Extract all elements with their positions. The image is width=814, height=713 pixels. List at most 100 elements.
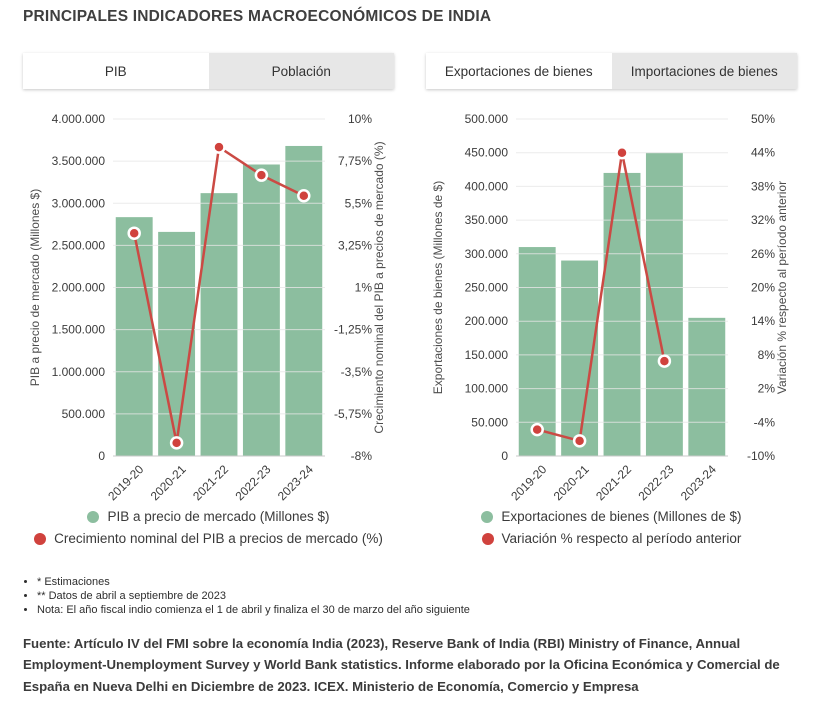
line-marker bbox=[615, 145, 629, 160]
right-axis-tick: 20% bbox=[751, 281, 775, 295]
right-axis-tick: -1,25% bbox=[334, 323, 372, 337]
legend-item-exportaciones-bars[interactable]: Exportaciones de bienes (Millones de $) bbox=[481, 509, 742, 524]
left-axis-tick: 250.000 bbox=[465, 281, 509, 295]
tabbar-comercio: Exportaciones de bienes Importaciones de… bbox=[426, 53, 797, 89]
right-axis-tick: 14% bbox=[751, 314, 775, 328]
x-axis-label: 2021-22 bbox=[190, 462, 231, 503]
panel-pib: PIB Población 4.000.000 3.500.000 3.000.00… bbox=[23, 53, 394, 546]
tab-exportaciones[interactable]: Exportaciones de bienes bbox=[426, 53, 612, 89]
right-axis-tick: 10% bbox=[348, 112, 372, 126]
left-axis-tick: 1.500.000 bbox=[52, 323, 106, 337]
bar-2022-23 bbox=[645, 152, 683, 456]
right-axis-tick: -8% bbox=[351, 449, 373, 463]
left-axis-tick: 150.000 bbox=[465, 348, 509, 362]
left-axis-tick: 200.000 bbox=[465, 314, 509, 328]
right-axis-tick: -5,75% bbox=[334, 407, 372, 421]
line-marker bbox=[297, 189, 311, 203]
legend-label: Exportaciones de bienes (Millones de $) bbox=[501, 509, 742, 524]
left-axis-tick: 4.000.000 bbox=[52, 112, 106, 126]
right-axis-tick: -10% bbox=[747, 449, 775, 463]
x-axis-label: 2023-24 bbox=[275, 462, 316, 503]
right-axis-tick: 50% bbox=[751, 112, 775, 126]
line-marker bbox=[127, 226, 141, 240]
right-axis-tick: 26% bbox=[751, 247, 775, 261]
footnote-estimaciones: * Estimaciones bbox=[37, 576, 814, 589]
right-axis-tick: -4% bbox=[754, 415, 776, 429]
line-marker bbox=[530, 422, 544, 437]
left-axis-tick: 0 bbox=[501, 449, 508, 463]
left-axis-tick: 500.000 bbox=[62, 407, 106, 421]
bar-2022-23 bbox=[242, 164, 280, 456]
pib-legend: PIB a precio de mercado (Millones $) Cre… bbox=[23, 509, 394, 546]
right-axis-tick: 2% bbox=[758, 382, 776, 396]
tab-poblacion[interactable]: Población bbox=[208, 53, 394, 89]
source-text: Fuente: Artículo IV del FMI sobre la eco… bbox=[23, 636, 780, 694]
tab-pib[interactable]: PIB bbox=[23, 53, 209, 89]
bar-2023-24 bbox=[688, 317, 726, 456]
right-axis-tick: 3,25% bbox=[338, 238, 372, 252]
left-axis-tick: 500.000 bbox=[465, 112, 509, 126]
legend-label: Crecimiento nominal del PIB a precios de… bbox=[54, 531, 383, 546]
x-axis-label: 2019-20 bbox=[105, 462, 146, 503]
line-marker bbox=[169, 436, 184, 450]
exportaciones-chart: 500.000 450.000 400.000 350.000 300.000 250.0… bbox=[431, 112, 789, 503]
line-marker bbox=[212, 140, 226, 154]
left-axis-tick: 100.000 bbox=[465, 382, 509, 396]
line-marker bbox=[572, 434, 587, 448]
left-axis-tick: 2.500.000 bbox=[52, 238, 106, 252]
line-marker bbox=[657, 354, 672, 368]
legend-item-exportaciones-var[interactable]: Variación % respecto al período anterior bbox=[481, 531, 742, 546]
right-axis-tick: 32% bbox=[751, 213, 775, 227]
right-axis-tick: 38% bbox=[751, 179, 775, 193]
right-axis-tick: -3,5% bbox=[341, 365, 373, 379]
right-axis-tick: 44% bbox=[751, 146, 775, 160]
left-axis-tick: 0 bbox=[98, 449, 105, 463]
page-title: PRINCIPALES INDICADORES MACROECONÓMICOS … bbox=[23, 8, 492, 25]
bar-2020-21 bbox=[158, 231, 196, 456]
left-axis-tick: 3.000.000 bbox=[52, 196, 106, 210]
right-axis-tick: 8% bbox=[758, 348, 776, 362]
left-axis-title: PIB a precio de mercado (Millones $) bbox=[28, 189, 42, 386]
right-axis-title: Variación % respecto al período anterior bbox=[775, 181, 789, 394]
x-axis-label: 2020-21 bbox=[148, 462, 189, 503]
footnotes: * Estimaciones ** Datos de abril a septi… bbox=[37, 576, 814, 617]
left-axis-tick: 3.500.000 bbox=[52, 154, 106, 168]
green-dot-icon bbox=[481, 510, 494, 523]
red-dot-icon bbox=[34, 532, 47, 545]
tabbar-pib: PIB Población bbox=[23, 53, 394, 89]
x-axis-label: 2022-23 bbox=[232, 462, 273, 503]
left-axis-tick: 350.000 bbox=[465, 213, 509, 227]
exportaciones-legend: Exportaciones de bienes (Millones de $) … bbox=[426, 509, 797, 546]
left-axis-tick: 50.000 bbox=[471, 415, 508, 429]
growth-line bbox=[536, 152, 666, 443]
legend-label: PIB a precio de mercado (Millones $) bbox=[107, 509, 330, 524]
left-axis-tick: 300.000 bbox=[465, 247, 509, 261]
right-axis-tick: 5,5% bbox=[345, 196, 373, 210]
charts-row: PIB Población 4.000.000 3.500.000 3.000.00… bbox=[23, 53, 797, 546]
footnote-nota: Nota: El año fiscal indio comienza el 1 … bbox=[37, 604, 814, 617]
red-dot-icon bbox=[481, 532, 494, 545]
bar-2019-20 bbox=[518, 247, 556, 456]
bar-2019-20 bbox=[115, 217, 153, 456]
left-axis-tick: 1.000.000 bbox=[52, 365, 106, 379]
legend-item-pib-bars[interactable]: PIB a precio de mercado (Millones $) bbox=[87, 509, 330, 524]
left-axis-tick: 450.000 bbox=[465, 146, 509, 160]
green-dot-icon bbox=[87, 510, 100, 523]
left-axis-title: Exportaciones de bienes (Millones de $) bbox=[431, 181, 445, 394]
line-marker bbox=[254, 168, 269, 182]
right-axis-title: Crecimiento nominal del PIB a precios de… bbox=[372, 141, 386, 433]
panel-exportaciones: Exportaciones de bienes Importaciones de… bbox=[426, 53, 797, 546]
x-axis-label: 2023-24 bbox=[678, 462, 719, 503]
left-axis-tick: 400.000 bbox=[465, 179, 509, 193]
legend-label: Variación % respecto al período anterior bbox=[501, 531, 742, 546]
right-axis-tick: 7,75% bbox=[338, 154, 372, 168]
footnote-datos: ** Datos de abril a septiembre de 2023 bbox=[37, 590, 814, 603]
pib-chart: 4.000.000 3.500.000 3.000.000 2.500.000 2.00… bbox=[28, 112, 386, 503]
x-axis-label: 2019-20 bbox=[508, 462, 549, 503]
x-axis-label: 2021-22 bbox=[593, 462, 634, 503]
left-axis-tick: 2.000.000 bbox=[52, 281, 106, 295]
x-axis-label: 2022-23 bbox=[635, 462, 676, 503]
right-axis-tick: 1% bbox=[355, 281, 373, 295]
tab-importaciones[interactable]: Importaciones de bienes bbox=[611, 53, 797, 89]
legend-item-pib-growth[interactable]: Crecimiento nominal del PIB a precios de… bbox=[34, 531, 383, 546]
